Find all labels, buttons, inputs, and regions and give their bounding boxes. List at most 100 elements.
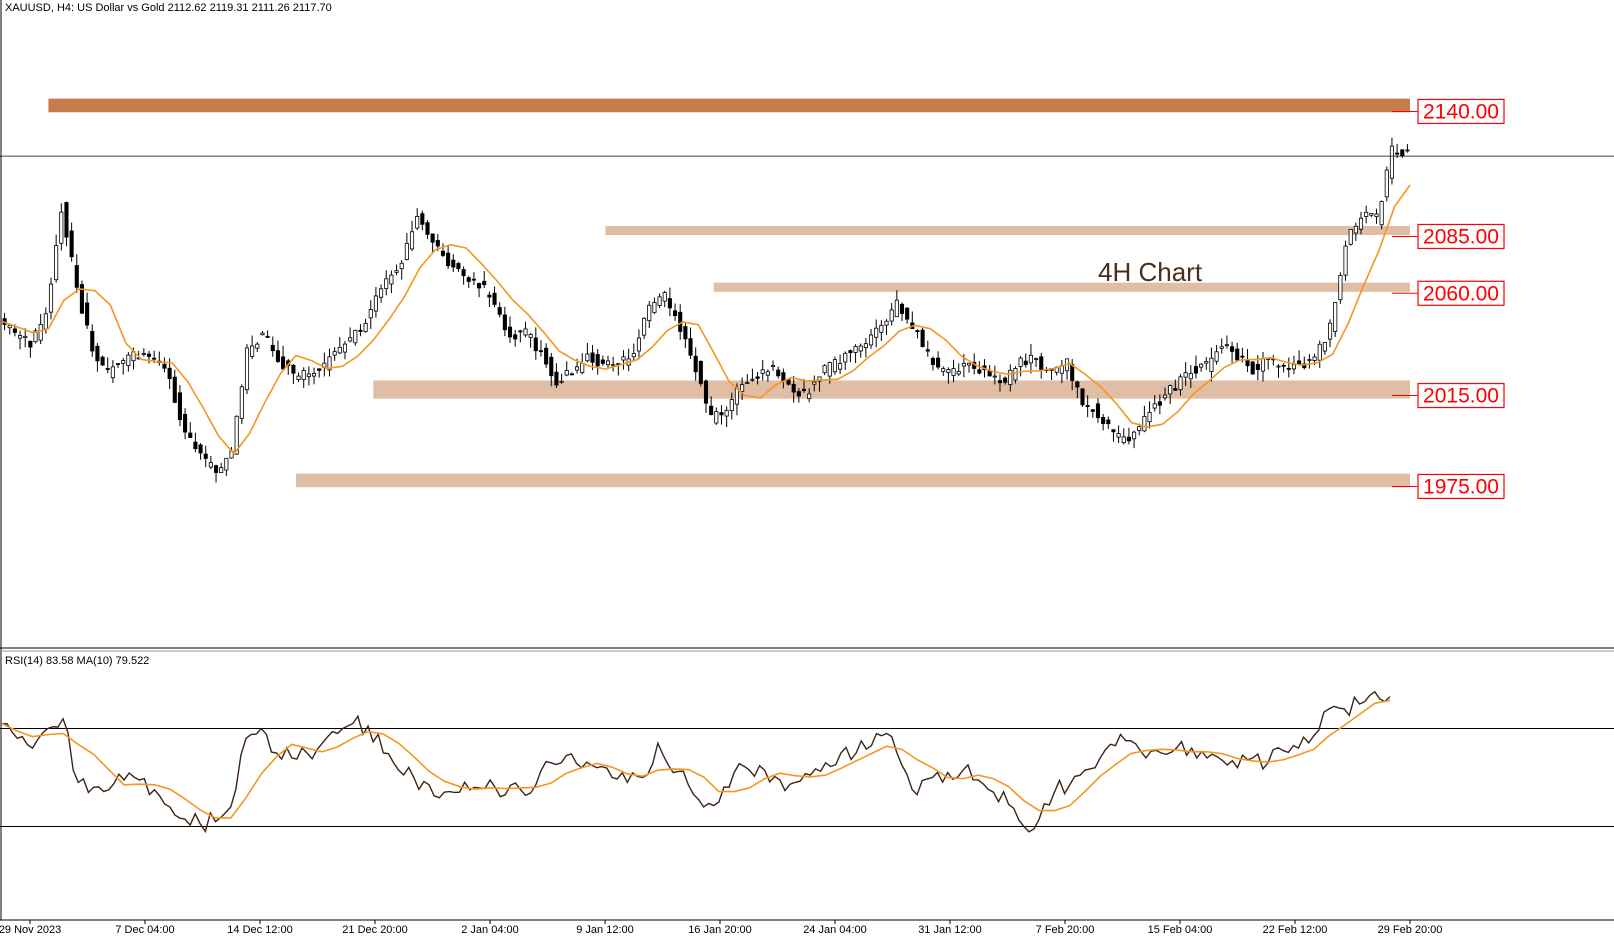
candle-body-103 (533, 337, 538, 352)
candle-body-78 (404, 242, 409, 260)
candle-body-86 (446, 252, 451, 267)
candle-body-243 (1255, 363, 1260, 371)
candle-body-51 (265, 335, 270, 338)
candle-body-233 (1204, 361, 1209, 364)
time-tick-label-4: 2 Jan 04:00 (461, 924, 519, 936)
frame-layer (0, 0, 1614, 921)
candle-body-49 (255, 343, 260, 349)
candle-body-165 (853, 346, 858, 353)
candle-body-43 (224, 457, 229, 471)
candle-body-219 (1132, 431, 1137, 440)
zone-label-2: 2060.00 (1423, 282, 1499, 305)
candle-body-21 (110, 366, 115, 379)
candle-body-172 (889, 309, 894, 322)
candle-body-65 (337, 347, 342, 354)
candle-body-89 (461, 269, 466, 277)
candle-body-37 (193, 441, 198, 450)
zone-label-4: 1975.00 (1423, 475, 1499, 498)
candle-body-122 (631, 353, 636, 358)
candle-body-97 (502, 314, 507, 331)
candle-body-186 (961, 362, 966, 367)
candle-body-254 (1312, 356, 1317, 361)
candle-body-146 (755, 376, 760, 379)
candle-body-8 (43, 313, 48, 330)
candle-body-28 (146, 353, 152, 357)
candle-body-93 (482, 280, 487, 286)
candle-body-19 (100, 356, 105, 366)
candle-body-36 (188, 432, 193, 438)
candle-body-272 (1405, 149, 1410, 152)
candle-body-169 (874, 327, 879, 338)
candle-body-133 (688, 338, 693, 356)
candle-body-147 (760, 369, 765, 374)
candle-body-265 (1369, 212, 1374, 216)
candle-body-268 (1384, 169, 1389, 198)
chart-header: XAUUSD, H4: US Dollar vs Gold 2112.62 21… (5, 2, 332, 14)
candle-body-208 (1075, 381, 1080, 388)
candle-body-193 (997, 380, 1003, 384)
candle-body-266 (1374, 213, 1379, 217)
time-tick-label-8: 31 Jan 12:00 (918, 924, 982, 936)
candle-body-238 (1230, 346, 1235, 352)
candle-body-185 (956, 371, 961, 375)
candle-body-70 (363, 323, 368, 332)
time-tick-label-1: 7 Dec 04:00 (115, 924, 174, 936)
candle-body-130 (673, 310, 678, 317)
candle-body-232 (1199, 363, 1204, 368)
candle-body-48 (250, 345, 255, 357)
candle-body-143 (740, 384, 745, 392)
candle-body-110 (569, 373, 574, 376)
candle-body-41 (213, 465, 219, 473)
candle-body-120 (621, 356, 626, 361)
candle-body-132 (683, 326, 688, 340)
candle-body-33 (172, 376, 177, 403)
candle-body-222 (1147, 412, 1152, 423)
candle-body-236 (1219, 346, 1224, 349)
candle-body-54 (281, 356, 286, 370)
candle-body-253 (1307, 359, 1312, 361)
candle-body-125 (647, 304, 652, 322)
candle-body-47 (244, 347, 250, 391)
candle-body-100 (518, 330, 523, 333)
candle-body-140 (724, 409, 729, 417)
candle-body-244 (1260, 358, 1266, 372)
candle-body-194 (1003, 377, 1008, 383)
candle-body-239 (1235, 348, 1240, 361)
candle-body-116 (600, 359, 605, 364)
candle-body-45 (234, 415, 239, 455)
candle-body-153 (791, 383, 796, 393)
candle-body-3 (18, 335, 23, 339)
candle-body-91 (471, 278, 476, 281)
candle-body-66 (342, 343, 348, 353)
candle-body-200 (1034, 358, 1039, 360)
candle-body-216 (1116, 433, 1121, 438)
candle-body-15 (79, 284, 84, 314)
candle-body-38 (198, 444, 203, 454)
candle-body-138 (714, 411, 719, 424)
candle-body-162 (838, 363, 843, 370)
candle-body-129 (667, 298, 672, 309)
candle-body-226 (1168, 385, 1173, 395)
candle-body-231 (1193, 366, 1199, 374)
time-tick-label-5: 9 Jan 12:00 (576, 924, 634, 936)
time-tick-label-0: 29 Nov 2023 (0, 924, 61, 936)
candle-body-61 (317, 368, 322, 371)
candle-body-158 (817, 376, 822, 382)
candle-body-261 (1348, 229, 1353, 245)
time-tick-label-12: 29 Feb 20:00 (1378, 924, 1443, 936)
candle-body-267 (1379, 201, 1384, 226)
candle-body-76 (394, 270, 399, 273)
candle-body-235 (1214, 351, 1219, 362)
candle-body-248 (1281, 364, 1286, 367)
candle-body-179 (925, 349, 930, 352)
candle-body-18 (95, 345, 100, 362)
candle-body-58 (301, 370, 306, 381)
candle-body-255 (1317, 343, 1322, 361)
candle-body-256 (1322, 342, 1327, 352)
candle-body-139 (719, 412, 724, 416)
candle-body-57 (296, 375, 301, 381)
candle-body-80 (415, 216, 420, 229)
candles-layer (2, 137, 1410, 483)
